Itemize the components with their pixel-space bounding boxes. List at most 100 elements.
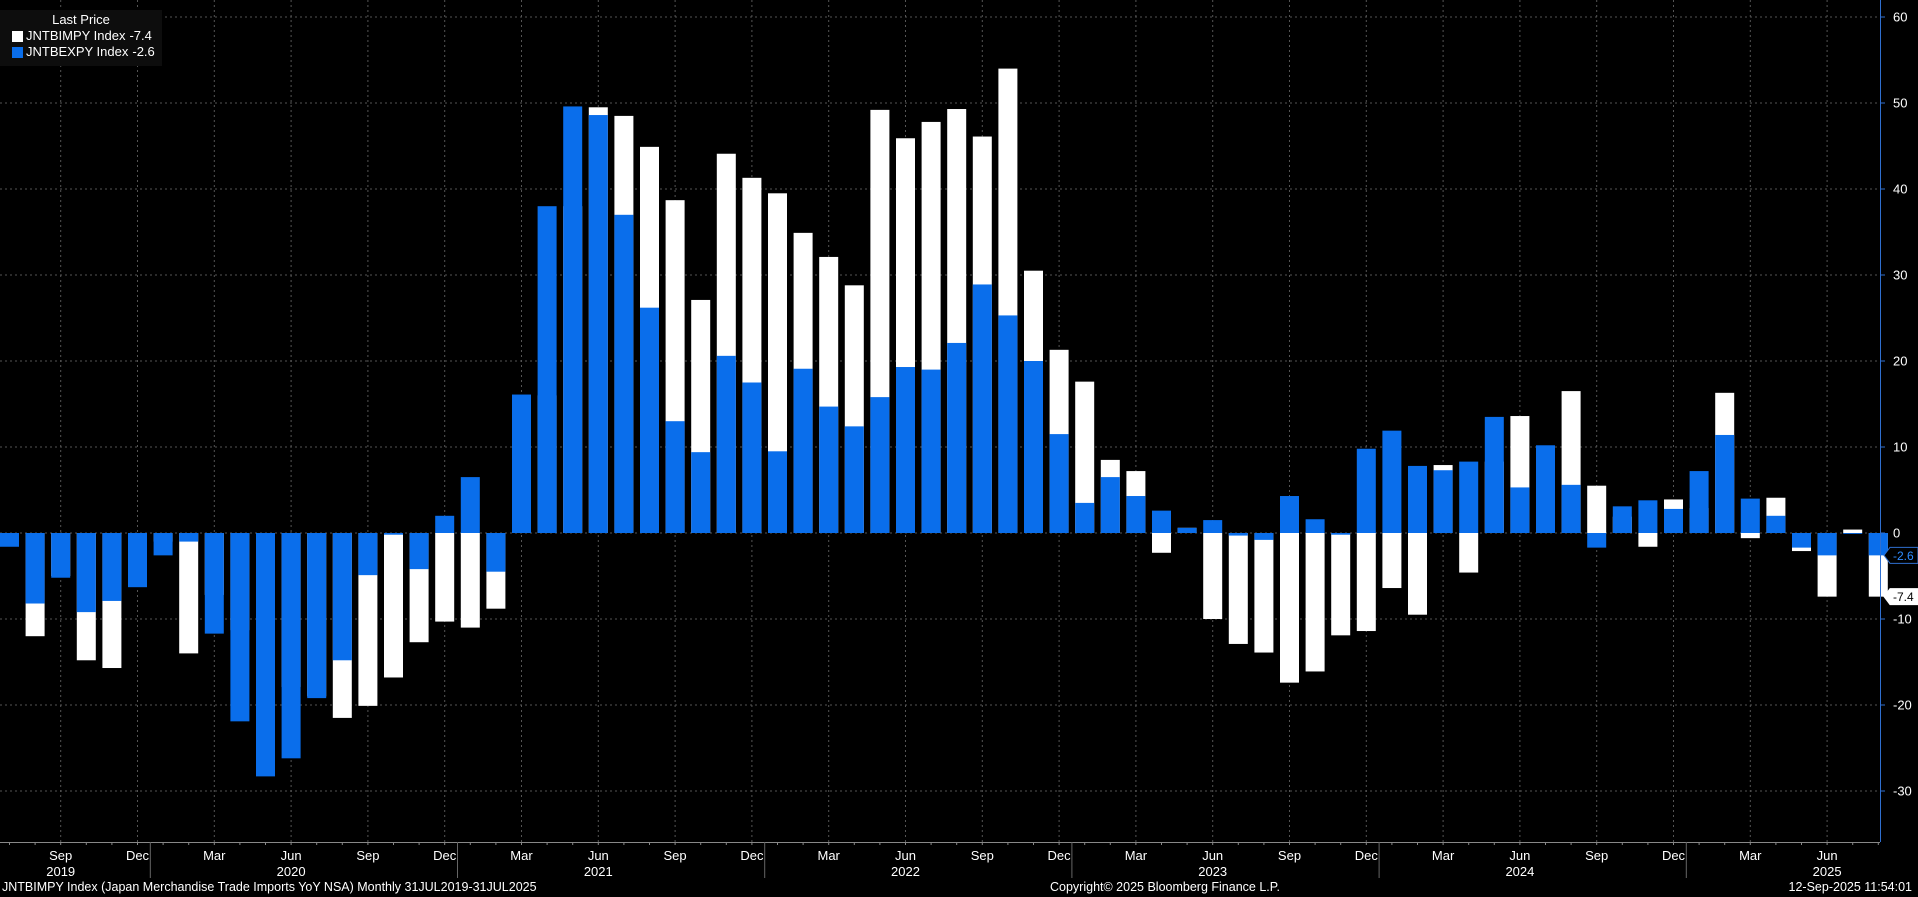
bar-exports bbox=[1715, 434, 1735, 533]
bar-exports bbox=[1331, 533, 1351, 535]
bar-exports bbox=[1766, 515, 1786, 533]
x-tick-label-year: 2022 bbox=[891, 864, 920, 879]
x-tick-label-month: Mar bbox=[818, 848, 841, 863]
bar-exports bbox=[998, 315, 1018, 533]
bar-exports bbox=[1740, 498, 1760, 533]
footer-copyright: Copyright© 2025 Bloomberg Finance L.P. bbox=[1050, 880, 1280, 894]
footer-description: JNTBIMPY Index (Japan Merchandise Trade … bbox=[2, 880, 537, 894]
bar-exports bbox=[563, 106, 583, 533]
bar-imports bbox=[1331, 533, 1351, 636]
bar-imports bbox=[768, 193, 787, 534]
legend-item-last: -7.4 bbox=[129, 28, 152, 43]
bar-exports bbox=[1638, 500, 1658, 533]
x-tick-label-month: Mar bbox=[203, 848, 226, 863]
bar-exports bbox=[665, 421, 685, 533]
x-tick-label-month: Mar bbox=[1739, 848, 1762, 863]
bar-exports bbox=[1817, 533, 1837, 556]
bar-exports bbox=[51, 533, 71, 578]
bar-exports bbox=[1664, 508, 1683, 533]
bar-exports bbox=[460, 477, 480, 533]
y-tick-label: 0 bbox=[1893, 526, 1900, 541]
x-tick-label-month: Sep bbox=[971, 848, 994, 863]
bar-imports bbox=[1843, 529, 1863, 533]
bar-exports bbox=[1484, 416, 1504, 533]
bar-imports bbox=[1356, 533, 1376, 632]
legend-item-imports: JNTBIMPY Index -7.4 bbox=[0, 28, 162, 44]
bar-exports bbox=[1510, 487, 1530, 533]
legend-swatch-white bbox=[12, 30, 23, 42]
bar-exports bbox=[1228, 533, 1248, 536]
bar-exports bbox=[1689, 471, 1709, 533]
x-tick-label-month: Jun bbox=[1202, 848, 1223, 863]
bar-exports bbox=[281, 533, 301, 759]
bar-exports bbox=[972, 284, 992, 533]
bar-exports bbox=[1868, 533, 1888, 556]
bar-exports bbox=[1177, 527, 1197, 533]
bar-imports bbox=[1228, 533, 1248, 644]
bar-exports bbox=[1305, 519, 1325, 533]
last-value-tag-label: -7.4 bbox=[1893, 590, 1914, 604]
bar-imports bbox=[1075, 381, 1095, 533]
bar-exports bbox=[0, 533, 19, 547]
bar-exports bbox=[1433, 470, 1453, 533]
x-tick-label-year: 2025 bbox=[1813, 864, 1842, 879]
x-tick-label-year: 2019 bbox=[46, 864, 75, 879]
x-tick-label-month: Mar bbox=[510, 848, 533, 863]
y-tick-label: -20 bbox=[1893, 698, 1912, 713]
y-tick-label: 30 bbox=[1893, 268, 1907, 283]
bar-exports bbox=[358, 533, 378, 576]
bar-exports bbox=[716, 355, 736, 533]
bar-imports bbox=[1638, 533, 1658, 547]
bar-exports bbox=[896, 367, 915, 533]
last-value-tag-shape bbox=[1883, 588, 1918, 606]
bar-exports bbox=[921, 369, 941, 533]
y-tick-label: 50 bbox=[1893, 96, 1907, 111]
last-value-tag-shape bbox=[1883, 546, 1918, 564]
bar-imports bbox=[1203, 533, 1223, 619]
chart-bars bbox=[0, 68, 1888, 777]
x-tick-label-month: Sep bbox=[1585, 848, 1608, 863]
bar-exports bbox=[614, 214, 634, 534]
x-tick-label-month: Jun bbox=[1817, 848, 1838, 863]
bar-exports bbox=[384, 533, 403, 535]
bar-imports bbox=[435, 533, 455, 622]
footer-timestamp: 12-Sep-2025 11:54:01 bbox=[1788, 880, 1912, 894]
bar-imports bbox=[179, 533, 199, 654]
x-tick-label-month: Jun bbox=[588, 848, 609, 863]
x-tick-label-month: Mar bbox=[1125, 848, 1148, 863]
last-value-tag-exports: -2.6 bbox=[1883, 546, 1918, 564]
bar-imports bbox=[1152, 533, 1171, 553]
y-tick-label: 20 bbox=[1893, 354, 1907, 369]
legend-item-name: JNTBIMPY Index bbox=[26, 28, 126, 43]
x-tick-label-month: Dec bbox=[740, 848, 764, 863]
bar-exports bbox=[204, 533, 224, 634]
bar-exports bbox=[691, 452, 711, 533]
bar-exports bbox=[1536, 445, 1555, 533]
bar-exports bbox=[307, 533, 327, 699]
y-tick-label: 40 bbox=[1893, 182, 1907, 197]
bar-exports bbox=[179, 533, 199, 542]
bar-exports bbox=[1561, 484, 1581, 533]
x-tick-label-year: 2023 bbox=[1198, 864, 1227, 879]
bar-exports bbox=[102, 533, 122, 601]
bar-exports bbox=[1049, 434, 1069, 533]
bar-exports bbox=[844, 426, 864, 533]
bar-exports bbox=[1356, 448, 1376, 533]
bar-imports bbox=[1408, 533, 1427, 615]
bar-exports bbox=[332, 533, 352, 661]
bar-exports bbox=[640, 307, 659, 533]
bar-exports bbox=[512, 394, 531, 533]
bar-exports bbox=[1843, 533, 1863, 534]
x-tick-label-month: Dec bbox=[1048, 848, 1072, 863]
bar-imports bbox=[1740, 533, 1760, 539]
legend-title: Last Price bbox=[52, 12, 110, 27]
x-tick-label-month: Dec bbox=[1355, 848, 1379, 863]
bar-exports bbox=[1587, 533, 1607, 548]
bar-exports bbox=[1792, 533, 1811, 548]
y-tick-label: 10 bbox=[1893, 440, 1907, 455]
bar-imports bbox=[1587, 485, 1607, 533]
bar-imports bbox=[1305, 533, 1325, 672]
legend-item-exports: JNTBEXPY Index -2.6 bbox=[0, 44, 162, 60]
x-tick-label-month: Jun bbox=[1509, 848, 1530, 863]
legend-item-last: -2.6 bbox=[132, 44, 155, 59]
